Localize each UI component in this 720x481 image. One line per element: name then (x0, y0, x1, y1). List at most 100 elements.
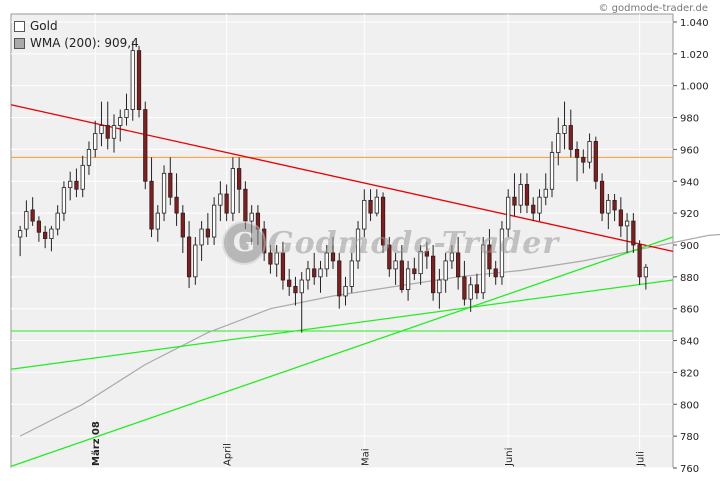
y-tick-label: 820 (680, 368, 699, 379)
candle-body (531, 204, 536, 214)
candle-body (105, 125, 110, 139)
candle-body (387, 244, 392, 270)
candle-body (280, 252, 286, 281)
candle-body (18, 230, 23, 238)
candle-body (499, 228, 505, 278)
candle-body (437, 279, 442, 294)
candle-body (468, 284, 473, 300)
candle-body (24, 211, 29, 230)
candle-body (543, 188, 548, 198)
candle-body (349, 260, 354, 287)
candle-body (518, 184, 523, 206)
candle-body (155, 212, 160, 230)
candle-body (149, 180, 154, 230)
candle-body (405, 268, 411, 290)
wma-line (19, 233, 720, 437)
y-tick-label: 880 (680, 273, 699, 284)
plot-area (10, 13, 674, 469)
candle-body (618, 209, 623, 227)
candle-body (637, 244, 642, 278)
candle-body (124, 109, 129, 118)
candle-body (343, 285, 348, 297)
candle-body (568, 125, 573, 150)
x-tick-label: März 08 (91, 421, 102, 466)
gold-swatch-icon (14, 21, 25, 32)
candle-body (337, 260, 342, 297)
y-tick-label: 1.020 (680, 50, 709, 61)
candle-body (293, 285, 298, 294)
candle-body (130, 50, 135, 110)
candle-body (318, 268, 323, 278)
candle-body (199, 228, 204, 246)
candle-body (612, 199, 617, 211)
candle-body (443, 260, 448, 281)
y-tick-label: 780 (680, 432, 699, 443)
y-tick-label: 960 (680, 145, 699, 156)
trendline-support_long (10, 236, 674, 468)
candle-body (399, 260, 404, 290)
watermark-text: Godmode-Trader (268, 225, 560, 261)
candle-body (218, 193, 223, 206)
candle-body (631, 220, 636, 246)
candle-body (274, 252, 279, 265)
candle-body (193, 244, 198, 278)
candle-body (143, 109, 148, 182)
legend: Gold WMA (200): 909,4 (14, 18, 139, 52)
candle-body (624, 220, 630, 227)
candle-body (512, 196, 517, 206)
candle-body (168, 172, 173, 198)
candle-body (111, 125, 117, 139)
candle-body (574, 149, 580, 158)
candle-body (36, 220, 42, 233)
candle-body (224, 193, 229, 214)
candle-body (556, 133, 561, 153)
candle-body (43, 231, 48, 240)
candle-body (606, 199, 611, 214)
y-tick-label: 940 (680, 177, 699, 188)
candle-body (380, 196, 386, 246)
candle-body (136, 50, 142, 110)
wma-swatch-icon (14, 38, 25, 49)
candle-body (211, 204, 217, 238)
candle-body (243, 188, 248, 222)
candle-body (49, 228, 54, 240)
candle-body (299, 279, 304, 294)
candle-body (249, 212, 254, 222)
x-tick-label: Juli (636, 451, 647, 467)
candle-body (599, 180, 605, 214)
y-tick-label: 860 (680, 305, 699, 316)
candle-body (174, 196, 179, 214)
candle-body (449, 252, 455, 262)
candle-body (412, 268, 417, 275)
trendline-support_short (10, 279, 674, 370)
x-tick-label: April (223, 443, 234, 466)
y-tick-label: 900 (680, 241, 699, 252)
candle-body (418, 250, 423, 275)
candle-body (180, 212, 185, 238)
candle-body (549, 152, 555, 190)
candle-body (524, 184, 530, 206)
candle-body (493, 268, 498, 278)
y-tick-label: 1.040 (680, 18, 709, 29)
candle-body (456, 252, 461, 278)
candle-body (268, 252, 273, 265)
candle-body (330, 252, 336, 262)
candle-body (393, 260, 398, 270)
watermark-logo: G Godmode-Trader (222, 221, 559, 265)
legend-wma-label: WMA (200): 909,4 (30, 36, 139, 50)
candle-body (118, 117, 123, 126)
candle-body (587, 141, 592, 163)
candle-body (487, 244, 492, 270)
candle-body (374, 196, 379, 214)
candle-body (643, 266, 648, 278)
candle-body (30, 209, 35, 222)
x-tick-label: Juni (504, 448, 515, 467)
y-tick-label: 800 (680, 400, 699, 411)
candle-body (362, 199, 367, 230)
source-credit: © godmode-trader.de (598, 3, 709, 14)
candle-body (61, 187, 67, 214)
candle-body (68, 180, 73, 189)
candle-body (161, 172, 167, 214)
candle-body (55, 212, 60, 230)
